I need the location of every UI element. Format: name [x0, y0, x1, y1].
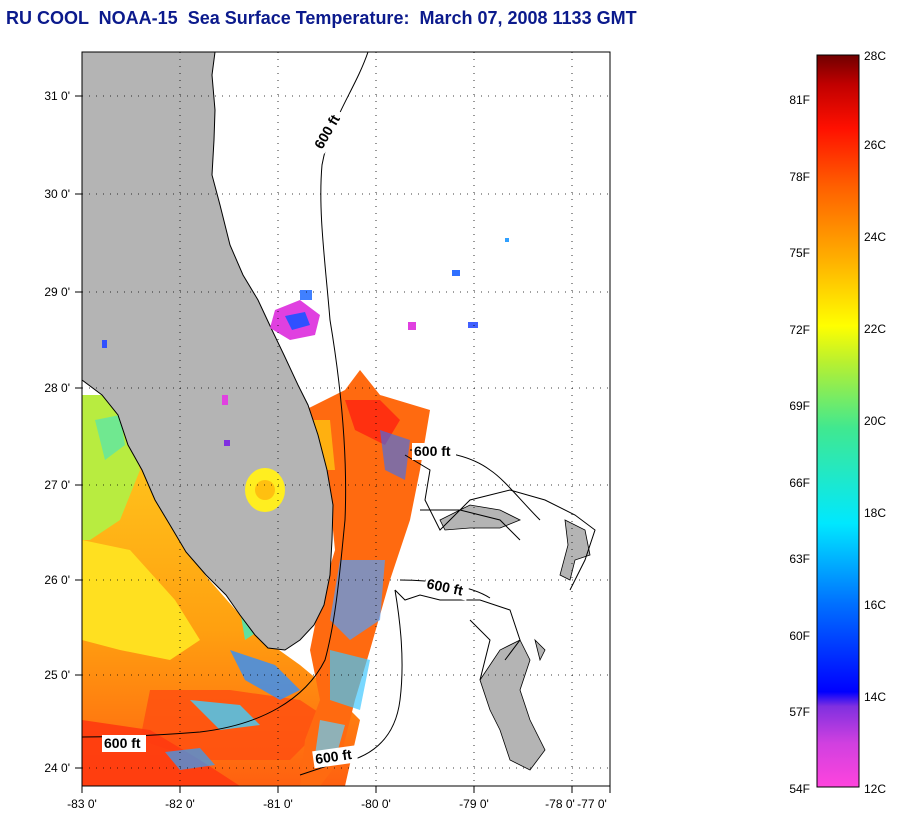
sst-specks: [102, 238, 509, 446]
cb-c-label: 12C: [864, 782, 886, 796]
map-frame: [81, 51, 611, 787]
lon-label: -79 0': [459, 797, 489, 811]
cb-c-label: 22C: [864, 322, 886, 336]
map-title: RU COOL NOAA-15 Sea Surface Temperature:…: [6, 8, 637, 28]
map-plot-area: 600 ft 600 ft 600 ft 600 ft 600 ft: [82, 52, 610, 786]
colorbar-celsius-labels: 12C 14C 16C 18C 20C 22C 24C 26C 28C: [864, 49, 886, 796]
cb-c-label: 28C: [864, 49, 886, 63]
lat-label: 26 0': [44, 573, 70, 587]
lon-label: -80 0': [361, 797, 391, 811]
contour-label-keys: 600 ft: [314, 746, 353, 767]
lon-label: -81 0': [263, 797, 293, 811]
contour-label-bahama-bank: 600 ft: [414, 443, 451, 459]
contour-label-gulf: 600 ft: [104, 735, 141, 751]
colorbar-gradient: [816, 54, 860, 788]
cb-f-label: 69F: [789, 399, 810, 413]
cb-f-label: 75F: [789, 246, 810, 260]
lat-label: 31 0': [44, 89, 70, 103]
cb-f-label: 60F: [789, 629, 810, 643]
lat-label: 25 0': [44, 668, 70, 682]
lat-label: 24 0': [44, 761, 70, 775]
bank-outlines: [394, 454, 596, 681]
lon-label: -77 0': [577, 797, 607, 811]
lon-label: -78 0': [545, 797, 575, 811]
lat-label: 28 0': [44, 381, 70, 395]
cb-c-label: 14C: [864, 690, 886, 704]
lat-label: 27 0': [44, 478, 70, 492]
cb-f-label: 57F: [789, 705, 810, 719]
bahamas-land: [439, 504, 591, 771]
cb-c-label: 18C: [864, 506, 886, 520]
cb-c-label: 24C: [864, 230, 886, 244]
lon-label: -82 0': [165, 797, 195, 811]
cb-f-label: 63F: [789, 552, 810, 566]
lon-label: -83 0': [67, 797, 97, 811]
temperature-colorbar: 54F 57F 60F 63F 66F 69F 72F 75F 78F 81F …: [789, 49, 886, 796]
cb-f-label: 81F: [789, 93, 810, 107]
lat-label: 29 0': [44, 285, 70, 299]
cb-f-label: 72F: [789, 323, 810, 337]
colorbar-fahrenheit-labels: 54F 57F 60F 63F 66F 69F 72F 75F 78F 81F: [789, 93, 810, 796]
longitude-labels: -83 0' -82 0' -81 0' -80 0' -79 0' -78 0…: [67, 797, 607, 811]
cb-c-label: 26C: [864, 138, 886, 152]
latitude-labels: 24 0' 25 0' 26 0' 27 0' 28 0' 29 0' 30 0…: [44, 89, 70, 775]
lat-label: 30 0': [44, 187, 70, 201]
cb-f-label: 54F: [789, 782, 810, 796]
cb-f-label: 78F: [789, 170, 810, 184]
atlantic-sst-swath: [300, 370, 430, 786]
contour-label-tongue: 600 ft: [425, 575, 464, 598]
cb-f-label: 66F: [789, 476, 810, 490]
tick-marks: [75, 95, 611, 793]
cb-c-label: 16C: [864, 598, 886, 612]
cb-c-label: 20C: [864, 414, 886, 428]
